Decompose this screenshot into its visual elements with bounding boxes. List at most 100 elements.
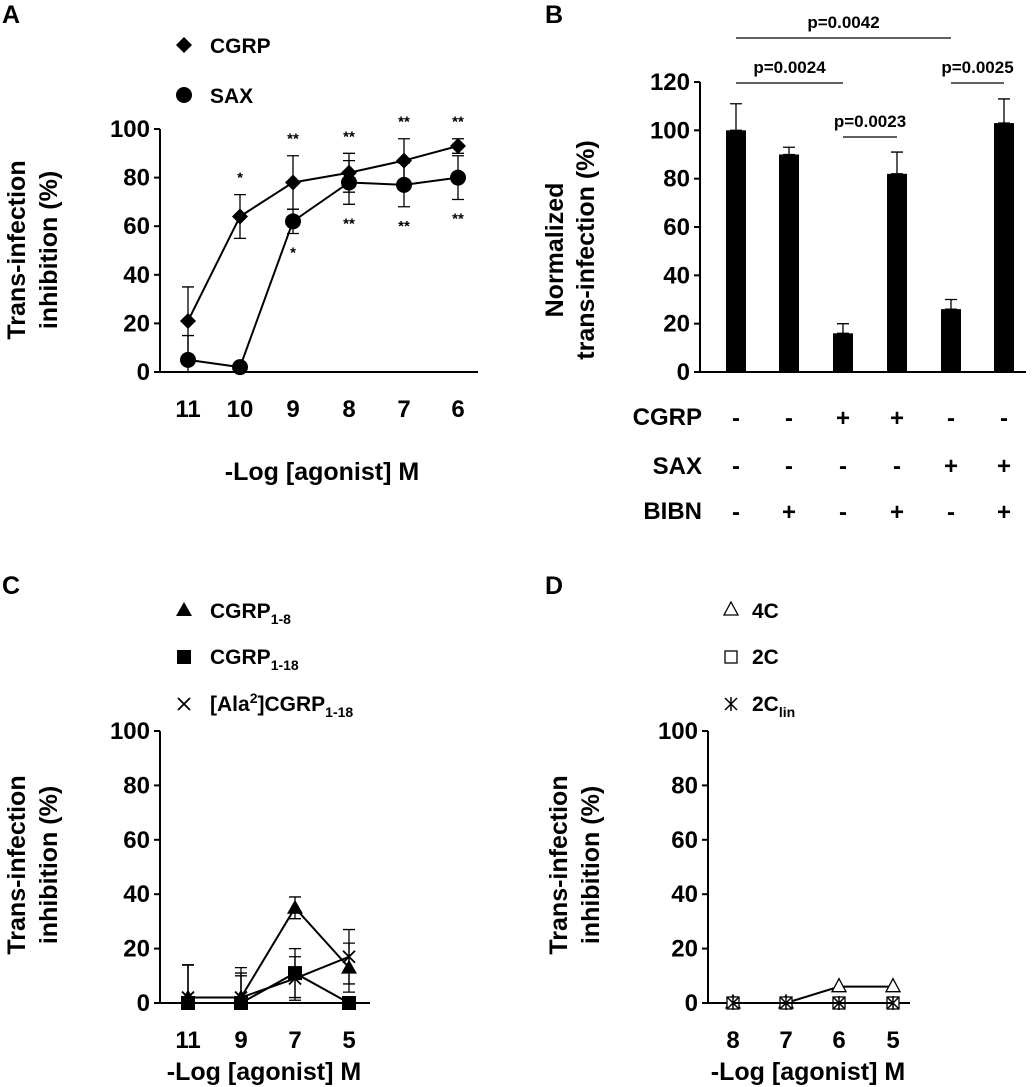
panel-d-legend-marker-0 bbox=[722, 600, 740, 616]
panel-c-y-tick-label: 40 bbox=[123, 881, 150, 908]
panel-b-bar-3-error-bar bbox=[837, 323, 849, 334]
panel-c-xlabel: -Log [agonist] M bbox=[167, 1058, 361, 1086]
panel-c-ylabel-line2: inhibition (%) bbox=[35, 786, 63, 944]
panel-b-condition-cgrp-mark: + bbox=[890, 405, 904, 432]
panel-a-label: A bbox=[2, 1, 20, 29]
panel-d-y-tick-label: 40 bbox=[671, 881, 698, 908]
panel-b-condition-cgrp-mark: - bbox=[1000, 405, 1008, 432]
panel-c-y-tick-label: 0 bbox=[137, 990, 150, 1017]
panel-b-bar-chart: Normalized trans-infection (%) CGRP SAX … bbox=[541, 13, 1026, 526]
panel-a-series-1-significance: ** bbox=[343, 215, 355, 232]
panel-c-legend-marker-0 bbox=[176, 602, 192, 616]
panel-a-y-tick-label: 0 bbox=[137, 359, 150, 386]
panel-b-ylabel-line2: trans-infection (%) bbox=[572, 140, 600, 359]
panel-b-bar-4-error-bar bbox=[891, 151, 903, 175]
panel-b-condition-cgrp-mark: - bbox=[732, 405, 740, 432]
panel-c-legend-marker-1 bbox=[177, 650, 191, 664]
panel-d-legend-marker-2 bbox=[724, 697, 738, 711]
panel-b-condition-cgrp-mark: - bbox=[785, 405, 793, 432]
panel-a-series-0-significance: ** bbox=[287, 131, 299, 148]
panel-c-x-tick-label: 7 bbox=[288, 1027, 301, 1054]
panel-a-series-0-significance: ** bbox=[343, 128, 355, 145]
legend-d-2c-label: 2C bbox=[752, 646, 779, 669]
panel-b-y-tick-label: 0 bbox=[677, 359, 690, 386]
panel-a-xlabel: -Log [agonist] M bbox=[225, 458, 419, 486]
panel-a-series-1-point bbox=[396, 176, 412, 193]
panel-d-x-tick-label: 8 bbox=[726, 1027, 739, 1054]
panel-a-series-0-point bbox=[180, 312, 196, 329]
panel-a-series-1-point bbox=[450, 169, 466, 186]
panel-c-line-chart: CGRP1-8 CGRP1-18 [Ala2]CGRP1-18 Trans-in… bbox=[3, 600, 370, 1086]
panel-b-bar-1-error-bar bbox=[730, 103, 742, 131]
panel-b-comparison-pvalue-3: p=0.0025 bbox=[941, 58, 1013, 77]
legend-c-series2-label: CGRP1-18 bbox=[210, 646, 299, 673]
panel-a-series-1-line bbox=[187, 176, 459, 369]
panel-a-series-0-line bbox=[187, 145, 459, 322]
panel-b-bar-5 bbox=[941, 309, 961, 372]
panel-b-condition-bibn-mark: - bbox=[839, 499, 847, 526]
panel-a-series-1-significance: ** bbox=[452, 210, 464, 227]
panel-b-condition-sax-mark: - bbox=[893, 453, 901, 480]
panel-b-bar-1 bbox=[726, 130, 746, 372]
panel-a-x-tick-label: 7 bbox=[397, 396, 410, 423]
legend-d-2clin-label: 2Clin bbox=[752, 693, 795, 720]
panel-b-y-tick-label: 100 bbox=[650, 117, 690, 144]
panel-d-series-2-point bbox=[886, 996, 900, 1010]
panel-a-y-tick-label: 60 bbox=[123, 213, 150, 240]
panel-a-x-tick-label: 10 bbox=[227, 396, 254, 423]
panel-b-ylabel-line1: Normalized bbox=[541, 183, 569, 318]
panel-c-series-2-point bbox=[288, 971, 302, 986]
panel-a-series-0-significance: * bbox=[237, 170, 243, 187]
panel-a-series-0-significance: ** bbox=[398, 114, 410, 131]
panel-b-comparison-pvalue-4: p=0.0023 bbox=[834, 112, 906, 131]
panel-a-legend-marker-0 bbox=[176, 37, 192, 53]
panel-b-bar-2 bbox=[779, 154, 799, 372]
panel-a-series-1-significance: * bbox=[290, 244, 296, 261]
panel-d-y-tick-label: 60 bbox=[671, 827, 698, 854]
panel-a-line-chart: CGRP SAX Trans-infection inhibition (%) … bbox=[3, 35, 478, 486]
panel-c-y-tick-label: 80 bbox=[123, 772, 150, 799]
panel-c-series-1-point bbox=[342, 996, 356, 1010]
panel-c-y-tick-label: 20 bbox=[123, 936, 150, 963]
panel-b-y-tick-label: 80 bbox=[663, 166, 690, 193]
panel-d-y-tick-label: 20 bbox=[671, 936, 698, 963]
panel-d-x-tick-label: 6 bbox=[832, 1027, 845, 1054]
panel-a-legend-marker-1 bbox=[176, 87, 192, 103]
panel-d-ylabel-line1: Trans-infection bbox=[545, 775, 573, 954]
legend-c-series1-label: CGRP1-8 bbox=[210, 600, 291, 627]
panel-c-series-2-point bbox=[181, 990, 195, 1005]
panel-a-x-tick-label: 9 bbox=[286, 396, 299, 423]
panel-a-series-1-point bbox=[180, 351, 196, 368]
panel-b-y-tick-label: 60 bbox=[663, 214, 690, 241]
condition-bibn-label: BIBN bbox=[643, 498, 702, 525]
panel-b-condition-bibn-mark: + bbox=[782, 499, 796, 526]
panel-d-x-tick-label: 5 bbox=[886, 1027, 899, 1054]
panel-b-condition-sax-mark: + bbox=[997, 453, 1011, 480]
panel-c-legend-marker-2 bbox=[177, 697, 191, 711]
panel-b-y-tick-label: 20 bbox=[663, 311, 690, 338]
panel-b-condition-cgrp-mark: - bbox=[947, 405, 955, 432]
panel-c-x-tick-label: 11 bbox=[175, 1027, 200, 1054]
panel-b-condition-sax-mark: - bbox=[732, 453, 740, 480]
panel-b-condition-bibn-mark: + bbox=[997, 499, 1011, 526]
panel-d-y-tick-label: 0 bbox=[685, 990, 698, 1017]
panel-a-series-1-significance: ** bbox=[398, 218, 410, 235]
panel-d-y-tick-label: 100 bbox=[658, 718, 698, 745]
panel-d-series-2-point bbox=[726, 996, 740, 1010]
panel-b-bar-6-error-bar bbox=[998, 98, 1010, 124]
panel-b-label: B bbox=[545, 1, 563, 29]
panel-b-comparison-pvalue-1: p=0.0042 bbox=[807, 13, 879, 32]
panel-a-x-tick-label: 11 bbox=[175, 396, 200, 423]
panel-b-bar-6 bbox=[994, 123, 1014, 372]
legend-a-cgrp-label: CGRP bbox=[210, 35, 271, 58]
panel-b-condition-bibn-mark: - bbox=[947, 499, 955, 526]
panel-b-bar-2-error-bar bbox=[783, 146, 795, 156]
panel-b-condition-sax-mark: - bbox=[785, 453, 793, 480]
panel-c-ylabel-line1: Trans-infection bbox=[3, 775, 31, 954]
panel-a-ylabel-line2: inhibition (%) bbox=[35, 171, 63, 329]
panel-b-bar-4 bbox=[887, 173, 907, 372]
panel-a-ylabel-line1: Trans-infection bbox=[3, 160, 31, 339]
panel-a-x-tick-label: 6 bbox=[451, 396, 464, 423]
panel-b-bar-5-error-bar bbox=[945, 298, 957, 310]
